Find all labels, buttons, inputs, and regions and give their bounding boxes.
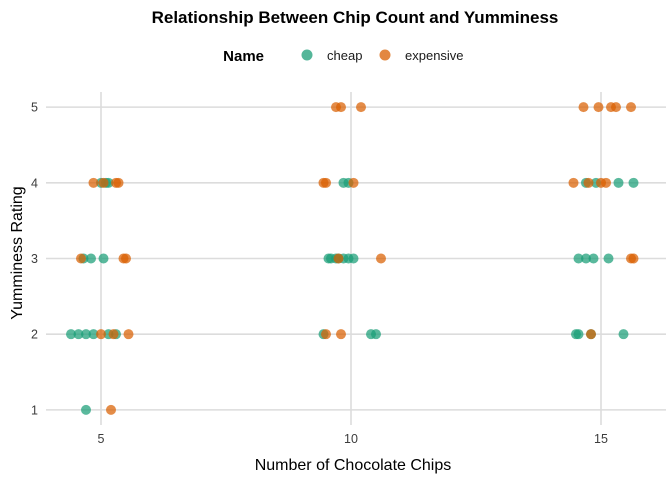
legend-swatch-expensive [379,49,391,61]
data-point-expensive [98,177,109,188]
x-axis-title: Number of Chocolate Chips [255,457,452,474]
data-point-expensive [586,329,596,340]
data-point-cheap [73,329,84,340]
legend: Name cheap expensive [223,48,463,65]
x-tick-label: 5 [98,432,105,446]
data-point-expensive [583,177,594,188]
data-point-cheap [573,329,584,340]
data-point-expensive [593,102,604,113]
legend-title: Name [223,48,264,65]
data-point-expensive [611,102,621,113]
data-point-cheap [81,404,91,415]
y-tick-label: 1 [31,403,38,417]
data-point-expensive [321,177,331,188]
data-point-expensive [108,329,119,340]
data-point-expensive [123,329,134,340]
data-point-cheap [588,253,599,264]
data-point-expensive [88,177,99,188]
data-point-expensive [578,102,589,113]
data-point-cheap [581,253,591,264]
data-point-expensive [121,253,131,264]
data-point-expensive [336,329,346,340]
data-point-cheap [628,177,639,188]
data-point-expensive [336,102,346,113]
data-point-expensive [568,177,579,188]
x-tick-label: 15 [594,432,608,446]
data-point-expensive [96,329,106,340]
legend-swatch-cheap [301,49,313,61]
y-tick-label: 4 [31,176,38,190]
data-points [66,102,639,415]
data-point-cheap [618,329,629,340]
data-point-expensive [333,253,344,264]
tick-labels: 5 10 15 1 2 3 4 5 [31,101,608,446]
data-point-cheap [573,253,584,264]
x-tick-label: 10 [344,432,358,446]
data-point-cheap [98,253,109,264]
data-point-cheap [613,177,624,188]
data-point-expensive [348,177,359,188]
data-point-expensive [106,404,116,415]
data-point-cheap [348,253,359,264]
y-tick-label: 5 [31,101,38,115]
data-point-expensive [113,177,124,188]
data-point-expensive [601,177,611,188]
y-axis-title: Yumminess Rating [9,186,26,319]
data-point-cheap [88,329,99,340]
data-point-expensive [76,253,86,264]
data-point-cheap [86,253,96,264]
legend-label-cheap: cheap [327,48,362,63]
data-point-cheap [603,253,614,264]
data-point-cheap [66,329,76,340]
data-point-expensive [628,253,639,264]
legend-label-expensive: expensive [405,48,464,63]
y-tick-label: 2 [31,328,38,342]
data-point-expensive [376,253,386,264]
y-tick-label: 3 [31,252,38,266]
data-point-cheap [371,329,381,340]
data-point-expensive [356,102,366,113]
chart-title: Relationship Between Chip Count and Yumm… [152,8,559,27]
data-point-cheap [81,329,91,340]
data-point-expensive [626,102,636,113]
data-point-expensive [321,329,331,340]
